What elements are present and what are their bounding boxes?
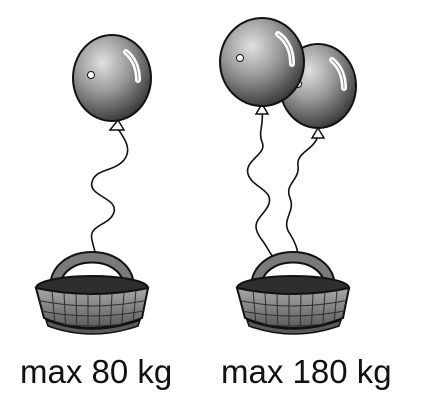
right-capacity-label: max 180 kg [221,353,392,390]
balloon-string [90,125,129,259]
balloon-knot [108,118,126,131]
left-balloon-group [34,34,152,335]
balloon-string [285,135,319,259]
balloon-knot [310,126,326,139]
balloon [72,34,152,122]
basket [235,251,351,335]
left-capacity-label: max 80 kg [20,353,173,390]
balloon-string [246,111,275,259]
balloon-knot [254,102,270,115]
right-balloon-group [219,17,357,335]
balloon [219,17,305,107]
basket [34,251,150,335]
